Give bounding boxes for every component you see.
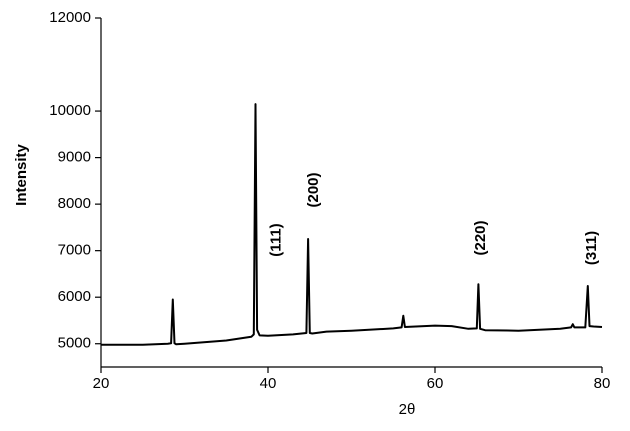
y-axis-label: Intensity: [13, 144, 30, 206]
y-tick-label: 10000: [49, 102, 91, 119]
y-tick-label: 7000: [58, 242, 91, 259]
peak-label: (311): [583, 231, 600, 265]
y-tick-label: 9000: [58, 149, 91, 166]
y-tick-label: 6000: [58, 288, 91, 305]
data-line: [101, 103, 603, 346]
y-tick-label: 12000: [49, 9, 91, 26]
peak-label: (200): [305, 172, 322, 207]
y-tick-label: 8000: [58, 195, 91, 212]
x-tick-label: 20: [93, 375, 110, 392]
x-axis-label: 2θ: [399, 401, 416, 418]
peak-label: (111): [267, 223, 284, 256]
y-tick-label: 5000: [58, 335, 91, 352]
x-tick-label: 40: [260, 375, 277, 392]
peak-label: (220): [472, 220, 489, 255]
x-tick-label: 80: [594, 375, 611, 392]
x-tick-label: 60: [427, 375, 444, 392]
